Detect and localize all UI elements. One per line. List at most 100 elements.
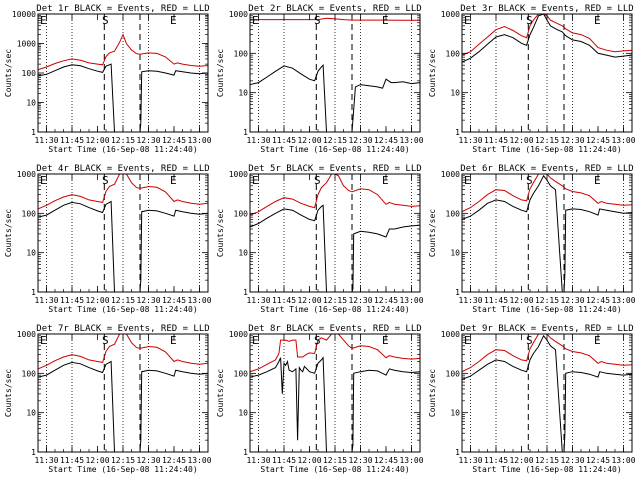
x-tick-label: 12:45: [374, 296, 398, 305]
interval-marker: E: [594, 174, 601, 187]
x-tick-label: 12:30: [136, 296, 160, 305]
y-axis-label: Counts/sec: [4, 49, 13, 97]
events-series-line: [462, 334, 632, 452]
plot-frame: [37, 173, 209, 293]
y-axis-label: Counts/sec: [216, 209, 225, 257]
y-axis-label: Counts/sec: [428, 369, 437, 417]
y-tick-label: 100: [22, 369, 37, 378]
x-tick-label: 11:45: [484, 136, 508, 145]
y-axis-label: Counts/sec: [428, 49, 437, 97]
y-tick-label: 10000: [12, 10, 36, 19]
plot-frame: [249, 333, 421, 453]
interval-marker: S: [102, 334, 109, 347]
events-series-line: [38, 200, 208, 292]
y-axis-label: Counts/sec: [428, 209, 437, 257]
x-axis-label: Start Time (16-Sep-08 11:24:40): [48, 145, 197, 154]
interval-marker: S: [314, 14, 321, 27]
x-axis-label: Start Time (16-Sep-08 11:24:40): [48, 305, 197, 314]
x-tick-label: 11:30: [34, 136, 58, 145]
x-tick-label: 12:30: [560, 456, 584, 465]
chart-panel-2: Det 2r BLACK = Events, RED = LLD 1 10 100 10…: [216, 4, 424, 154]
y-tick-label: 1: [243, 128, 248, 137]
x-tick-label: 11:45: [272, 456, 296, 465]
x-axis-label: Start Time (16-Sep-08 11:24:40): [260, 145, 409, 154]
interval-marker: S: [526, 334, 533, 347]
x-tick-label: 11:45: [484, 456, 508, 465]
y-tick-label: 1000: [17, 330, 36, 339]
chart-panel-5: Det 5r BLACK = Events, RED = LLD 1 10 100 10…: [216, 164, 424, 314]
y-tick-label: 1: [455, 448, 460, 457]
y-tick-label: 10: [238, 249, 248, 258]
lld-series-line: [38, 33, 208, 71]
x-tick-label: 11:30: [458, 136, 482, 145]
y-tick-label: 1: [31, 128, 36, 137]
plot-frame: [461, 333, 633, 453]
plot-frame: [461, 13, 633, 133]
x-tick-label: 12:45: [586, 456, 610, 465]
interval-marker: E: [40, 174, 47, 187]
interval-marker: S: [102, 14, 109, 27]
plot-frame: [249, 13, 421, 133]
y-axis-label: Counts/sec: [4, 369, 13, 417]
interval-marker: S: [102, 174, 109, 187]
y-tick-label: 1000: [229, 330, 248, 339]
plot-frame: [37, 333, 209, 453]
x-tick-label: 11:45: [484, 296, 508, 305]
x-tick-label: 13:00: [611, 296, 635, 305]
y-tick-label: 1: [455, 288, 460, 297]
interval-marker: E: [170, 174, 177, 187]
x-tick-label: 13:00: [187, 136, 211, 145]
x-tick-label: 13:00: [611, 456, 635, 465]
x-tick-label: 12:45: [586, 136, 610, 145]
x-tick-label: 12:30: [136, 136, 160, 145]
chart-title: Det 4r BLACK = Events, RED = LLD: [36, 164, 209, 174]
x-tick-label: 13:00: [399, 136, 423, 145]
x-tick-label: 11:45: [272, 296, 296, 305]
chart-title: Det 6r BLACK = Events, RED = LLD: [460, 164, 633, 174]
x-tick-label: 12:15: [323, 296, 347, 305]
x-tick-label: 11:30: [458, 456, 482, 465]
chart-title: Det 3r BLACK = Events, RED = LLD: [460, 4, 633, 14]
y-tick-label: 1: [455, 128, 460, 137]
interval-marker: E: [252, 174, 259, 187]
x-tick-label: 12:00: [85, 296, 109, 305]
x-tick-label: 12:00: [297, 456, 321, 465]
y-tick-label: 10: [450, 89, 460, 98]
x-axis-label: Start Time (16-Sep-08 11:24:40): [472, 465, 621, 474]
lld-series-line: [250, 174, 420, 216]
x-tick-label: 12:15: [535, 136, 559, 145]
x-tick-label: 12:00: [85, 136, 109, 145]
lld-series-line: [38, 334, 208, 370]
x-tick-label: 13:00: [611, 136, 635, 145]
x-tick-label: 11:30: [34, 296, 58, 305]
events-series-line: [250, 64, 420, 132]
y-tick-label: 1000: [17, 170, 36, 179]
y-axis-label: Counts/sec: [4, 209, 13, 257]
y-axis-label: Counts/sec: [216, 369, 225, 417]
x-tick-label: 11:45: [60, 456, 84, 465]
x-tick-label: 12:15: [323, 136, 347, 145]
interval-marker: E: [40, 334, 47, 347]
x-tick-label: 11:30: [246, 296, 270, 305]
y-axis-label: Counts/sec: [216, 49, 225, 97]
y-tick-label: 1000: [441, 330, 460, 339]
x-tick-label: 12:00: [509, 296, 533, 305]
x-tick-label: 13:00: [399, 296, 423, 305]
y-tick-label: 100: [446, 49, 461, 58]
interval-marker: S: [526, 14, 533, 27]
y-tick-label: 1000: [441, 10, 460, 19]
interval-marker: E: [252, 14, 259, 27]
plot-frame: [249, 173, 421, 293]
y-tick-label: 10: [238, 89, 248, 98]
y-tick-label: 1: [31, 448, 36, 457]
chart-panel-3: Det 3r BLACK = Events, RED = LLD 1 10 100 10…: [428, 4, 636, 154]
y-tick-label: 10: [26, 99, 36, 108]
x-tick-label: 11:30: [246, 456, 270, 465]
x-tick-label: 13:00: [399, 456, 423, 465]
lld-series-line: [250, 334, 420, 373]
y-tick-label: 1000: [229, 170, 248, 179]
events-series-line: [250, 204, 420, 292]
x-axis-label: Start Time (16-Sep-08 11:24:40): [472, 145, 621, 154]
plot-frame: [461, 173, 633, 293]
x-tick-label: 11:45: [60, 296, 84, 305]
